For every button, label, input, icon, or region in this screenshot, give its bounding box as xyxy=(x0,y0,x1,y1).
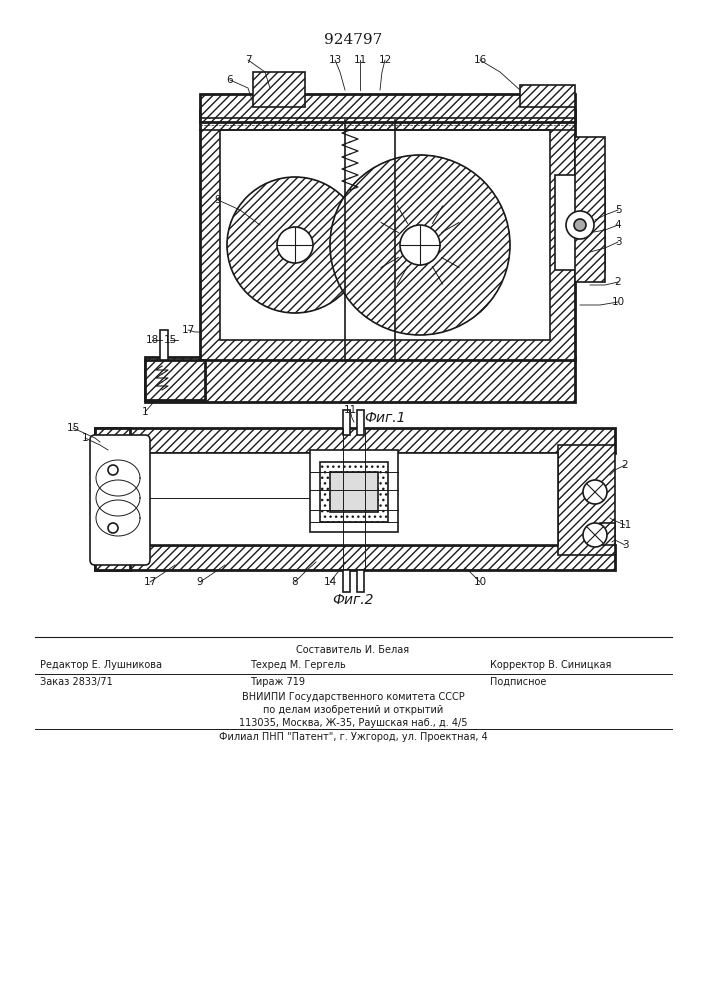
Bar xyxy=(343,570,350,592)
Text: по делам изобретений и открытий: по делам изобретений и открытий xyxy=(263,705,443,715)
Text: 2: 2 xyxy=(614,277,621,287)
Text: 9: 9 xyxy=(197,577,204,587)
Text: 2: 2 xyxy=(621,460,629,470)
Text: Заказ 2833/71: Заказ 2833/71 xyxy=(40,677,112,687)
FancyBboxPatch shape xyxy=(90,435,150,565)
Bar xyxy=(357,410,364,435)
Text: 113035, Москва, Ж-35, Раушская наб., д. 4/5: 113035, Москва, Ж-35, Раушская наб., д. … xyxy=(239,718,467,728)
Text: 15: 15 xyxy=(163,335,177,345)
Text: Филиал ПНП "Патент", г. Ужгород, ул. Проектная, 4: Филиал ПНП "Патент", г. Ужгород, ул. Про… xyxy=(218,732,487,742)
Bar xyxy=(160,330,168,360)
Text: 1: 1 xyxy=(82,433,88,443)
Circle shape xyxy=(227,177,363,313)
Circle shape xyxy=(574,219,586,231)
Circle shape xyxy=(400,225,440,265)
Text: 6: 6 xyxy=(227,75,233,85)
Bar xyxy=(343,410,350,435)
Text: Подписное: Подписное xyxy=(490,677,547,687)
Circle shape xyxy=(277,227,313,263)
Text: 14: 14 xyxy=(323,577,337,587)
Bar xyxy=(200,110,575,360)
Bar xyxy=(130,453,558,545)
Text: 11: 11 xyxy=(619,520,631,530)
Text: 12: 12 xyxy=(378,55,392,65)
Text: Составитель И. Белая: Составитель И. Белая xyxy=(296,645,409,655)
Circle shape xyxy=(330,155,510,335)
Text: 10: 10 xyxy=(612,297,624,307)
Text: 9: 9 xyxy=(215,195,221,205)
Text: ВНИИПИ Государственного комитета СССР: ВНИИПИ Государственного комитета СССР xyxy=(242,692,464,702)
Text: 11: 11 xyxy=(354,55,367,65)
Bar xyxy=(555,175,605,270)
Text: Фиг.2: Фиг.2 xyxy=(332,593,374,607)
Bar xyxy=(320,462,388,522)
Text: 13: 13 xyxy=(328,55,341,65)
Bar xyxy=(95,428,130,570)
Circle shape xyxy=(566,211,594,239)
Text: 18: 18 xyxy=(146,335,158,345)
Text: 15: 15 xyxy=(66,423,80,433)
Text: 10: 10 xyxy=(474,577,486,587)
Bar xyxy=(95,545,615,570)
Bar xyxy=(145,357,575,402)
Text: 3: 3 xyxy=(621,540,629,550)
Text: 1: 1 xyxy=(141,407,148,417)
Bar xyxy=(310,450,398,532)
Text: 5: 5 xyxy=(614,205,621,215)
Text: Фиг.1: Фиг.1 xyxy=(364,411,406,425)
Text: 3: 3 xyxy=(614,237,621,247)
Bar xyxy=(357,570,364,592)
Text: 4: 4 xyxy=(614,220,621,230)
Bar xyxy=(600,523,615,545)
Bar xyxy=(220,130,550,340)
Text: Корректор В. Синицкая: Корректор В. Синицкая xyxy=(490,660,612,670)
Text: 17: 17 xyxy=(144,577,157,587)
Text: Редактор Е. Лушникова: Редактор Е. Лушникова xyxy=(40,660,162,670)
Bar xyxy=(558,445,615,555)
Bar xyxy=(520,85,575,107)
Bar xyxy=(200,94,575,122)
Bar xyxy=(145,360,205,400)
Bar xyxy=(253,72,305,107)
Circle shape xyxy=(108,465,118,475)
Text: Тираж 719: Тираж 719 xyxy=(250,677,305,687)
Text: 16: 16 xyxy=(474,55,486,65)
Bar xyxy=(95,428,615,453)
Text: 11: 11 xyxy=(344,405,356,415)
Circle shape xyxy=(583,523,607,547)
Text: 924797: 924797 xyxy=(324,33,382,47)
Text: Техред М. Гергель: Техред М. Гергель xyxy=(250,660,346,670)
Circle shape xyxy=(108,523,118,533)
Bar xyxy=(575,137,605,282)
Bar xyxy=(330,472,378,512)
Text: 8: 8 xyxy=(292,577,298,587)
Text: 7: 7 xyxy=(245,55,251,65)
Text: 17: 17 xyxy=(182,325,194,335)
Circle shape xyxy=(583,480,607,504)
